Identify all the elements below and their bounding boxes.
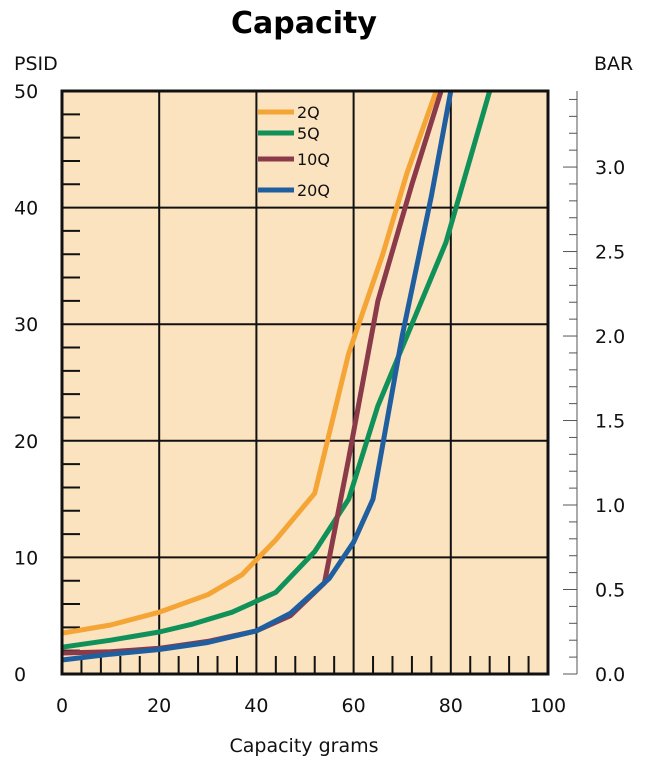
y2-tick-label: 3.0 bbox=[595, 157, 625, 179]
chart-title: Capacity bbox=[231, 6, 377, 41]
legend: 2Q 5Q 10Q 20Q bbox=[258, 103, 330, 200]
legend-label-10Q: 10Q bbox=[297, 150, 330, 169]
y-axis-left-ticks: 0 10 20 30 40 50 bbox=[14, 81, 38, 686]
grid-lines bbox=[62, 91, 548, 674]
y-axis-right-label: BAR bbox=[594, 53, 633, 75]
legend-label-2Q: 2Q bbox=[297, 103, 320, 122]
y2-tick-label: 1.5 bbox=[595, 411, 625, 433]
plot-area bbox=[62, 91, 548, 674]
y-axis-left-label: PSID bbox=[14, 53, 58, 75]
y-tick-label: 10 bbox=[14, 547, 38, 569]
y-tick-label: 30 bbox=[14, 314, 38, 336]
series-line-2Q bbox=[61, 90, 439, 636]
series-line-20Q bbox=[61, 90, 454, 663]
x-axis-label: Capacity grams bbox=[230, 735, 379, 757]
y-tick-label: 50 bbox=[14, 81, 38, 103]
legend-label-5Q: 5Q bbox=[297, 124, 320, 143]
y-tick-label: 40 bbox=[14, 198, 38, 220]
y-tick-label: 0 bbox=[14, 664, 26, 686]
x-tick-label: 80 bbox=[439, 695, 463, 717]
x-tick-label: 60 bbox=[342, 695, 366, 717]
y2-tick-label: 1.0 bbox=[595, 495, 625, 517]
y2-tick-label: 2.0 bbox=[595, 326, 625, 348]
x-tick-label: 20 bbox=[147, 695, 171, 717]
y-tick-label: 20 bbox=[14, 431, 38, 453]
y-axis-right: 0.0 0.5 1.0 1.5 2.0 2.5 3.0 bbox=[563, 91, 625, 686]
plot-background bbox=[62, 91, 548, 674]
series-lines bbox=[61, 90, 493, 663]
plot-frame bbox=[60, 89, 550, 676]
series-line-5Q bbox=[61, 90, 493, 650]
legend-label-20Q: 20Q bbox=[297, 181, 330, 200]
plot-border bbox=[60, 89, 550, 676]
x-axis-ticks: 0 20 40 60 80 100 bbox=[56, 695, 566, 717]
y2-tick-label: 0.0 bbox=[595, 664, 625, 686]
minor-ticks bbox=[62, 113, 530, 674]
x-tick-label: 40 bbox=[244, 695, 268, 717]
x-tick-label: 0 bbox=[56, 695, 68, 717]
x-tick-label: 100 bbox=[530, 695, 566, 717]
y2-tick-label: 2.5 bbox=[595, 242, 625, 264]
y2-tick-label: 0.5 bbox=[595, 580, 625, 602]
